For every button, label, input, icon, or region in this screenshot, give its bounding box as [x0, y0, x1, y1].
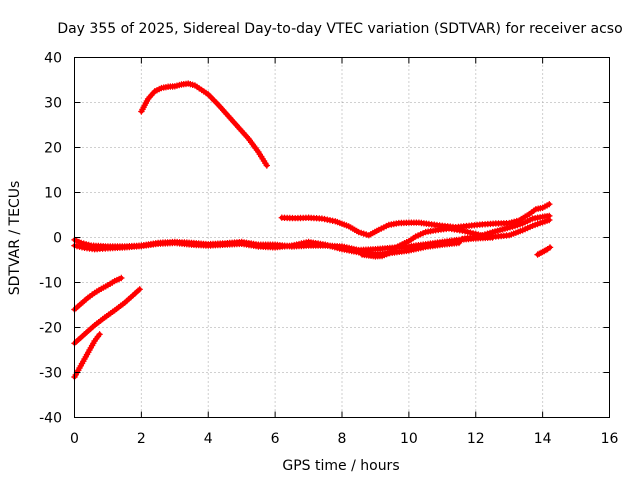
data-point — [546, 244, 554, 251]
y-tick-label: -30 — [39, 366, 62, 382]
x-tick-label: 14 — [534, 431, 552, 447]
data-point — [263, 162, 270, 169]
series-arc-9 — [459, 212, 553, 242]
series-arc-10 — [534, 244, 554, 258]
data-point — [118, 274, 125, 282]
y-tick-label: -10 — [39, 276, 62, 292]
axis-ticks — [74, 57, 610, 418]
y-tick-labels: -40 -30 -20 -10 0 10 20 30 40 — [39, 51, 62, 427]
data-point — [546, 201, 553, 208]
chart-title: Day 355 of 2025, Sidereal Day-to-day VTE… — [57, 21, 622, 37]
x-tick-label: 2 — [137, 431, 146, 447]
data-point — [546, 212, 553, 220]
series-arc-3 — [71, 331, 103, 381]
y-axis-label: SDTVAR / TECUs — [7, 181, 23, 296]
x-tick-label: 0 — [70, 431, 79, 447]
x-tick-label: 12 — [467, 431, 485, 447]
x-tick-label: 8 — [338, 431, 347, 447]
y-tick-label: 10 — [44, 186, 62, 202]
y-tick-label: 0 — [53, 231, 62, 247]
x-axis-label: GPS time / hours — [282, 458, 399, 474]
series-arc-1 — [71, 274, 125, 313]
x-tick-label: 4 — [204, 431, 213, 447]
x-tick-label: 16 — [601, 431, 619, 447]
x-tick-labels: 0 2 4 6 8 10 12 14 16 — [70, 431, 618, 447]
y-tick-label: -20 — [39, 321, 62, 337]
data-point — [455, 239, 463, 247]
y-tick-label: 20 — [44, 141, 62, 157]
series-arc-4 — [138, 80, 270, 169]
series-arc-2 — [71, 286, 143, 347]
y-tick-label: 40 — [44, 51, 62, 67]
x-tick-label: 10 — [400, 431, 418, 447]
data-point — [96, 331, 103, 338]
data-series — [71, 80, 554, 381]
y-tick-label: 30 — [44, 96, 62, 112]
series-arc-8 — [358, 216, 553, 260]
series-arc-7 — [278, 201, 553, 239]
x-tick-label: 6 — [271, 431, 280, 447]
y-tick-label: -40 — [39, 411, 62, 427]
data-point — [136, 286, 143, 293]
